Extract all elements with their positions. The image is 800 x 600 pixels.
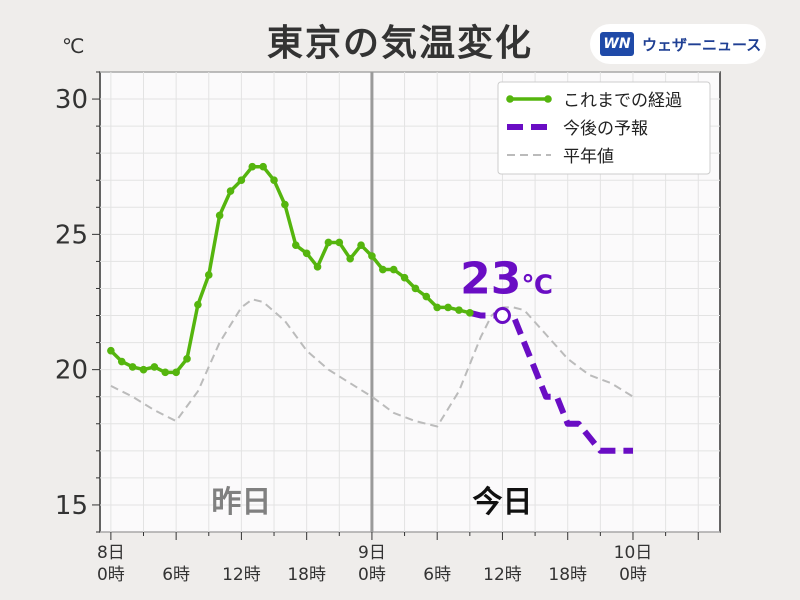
observed-data-point <box>150 363 159 371</box>
observed-data-point <box>335 238 344 247</box>
observed-data-point <box>128 363 137 371</box>
legend-box <box>497 81 711 175</box>
x-tick-day-label: 10日 <box>614 543 653 563</box>
x-tick-day-label: 9日 <box>358 543 386 563</box>
observed-data-point <box>422 292 431 301</box>
observed-data-point <box>237 176 246 185</box>
weathernews-logo: WN ウェザーニュース <box>590 24 766 64</box>
legend-observed-swatch-marker <box>544 95 552 103</box>
x-tick-time-label: 18時 <box>287 565 326 585</box>
legend-observed-swatch-marker <box>506 95 514 103</box>
observed-data-point <box>172 368 180 377</box>
x-tick-time-label: 18時 <box>548 565 587 585</box>
x-tick-time-label: 12時 <box>222 565 261 585</box>
observed-data-point <box>368 252 376 260</box>
observed-data-point <box>411 284 420 293</box>
legend-observed-label: これまでの経過 <box>563 91 682 111</box>
day-label: 昨日 <box>211 485 271 520</box>
observed-data-point <box>357 241 365 249</box>
observed-data-point <box>433 303 441 312</box>
current-temperature-marker <box>493 307 511 325</box>
observed-data-point <box>117 357 126 366</box>
observed-data-point <box>204 271 213 279</box>
page-title: 東京の気温変化 <box>266 23 533 64</box>
normal-series-line <box>110 298 634 428</box>
y-tick-label: 25 <box>55 220 88 250</box>
observed-data-point <box>324 238 333 247</box>
observed-data-point <box>313 263 322 271</box>
observed-data-point <box>389 265 398 274</box>
observed-data-point <box>379 265 387 274</box>
logo-mark-icon: WN <box>600 32 634 56</box>
observed-data-point <box>183 355 191 363</box>
logo-text: ウェザーニュース <box>642 36 762 54</box>
y-tick-label: 20 <box>55 356 88 386</box>
observed-data-point <box>139 365 148 374</box>
y-tick-label: 30 <box>55 85 88 115</box>
observed-data-point <box>215 211 224 220</box>
legend-forecast-label: 今後の予報 <box>563 119 648 139</box>
observed-data-point <box>291 241 300 249</box>
observed-data-point <box>281 200 289 209</box>
observed-data-point <box>248 162 257 171</box>
x-tick-time-label: 0時 <box>97 565 125 585</box>
legend-normal-label: 平年値 <box>563 147 614 167</box>
y-axis-unit-label: ℃ <box>62 34 85 58</box>
day-label: 今日 <box>472 485 532 520</box>
x-tick-time-label: 6時 <box>162 565 190 585</box>
current-temperature-label: 23℃ <box>460 254 553 305</box>
observed-series-line <box>109 164 471 375</box>
y-tick-label: 15 <box>55 491 88 521</box>
observed-data-point <box>455 306 463 314</box>
observed-data-point <box>444 303 452 312</box>
observed-data-point <box>346 254 354 263</box>
observed-data-point <box>302 249 311 258</box>
observed-data-point <box>466 309 474 317</box>
observed-data-point <box>194 300 202 309</box>
x-tick-time-label: 0時 <box>358 565 386 585</box>
x-tick-day-label: 8日 <box>97 543 125 563</box>
x-tick-time-label: 6時 <box>423 565 451 585</box>
observed-data-point <box>107 346 115 355</box>
observed-data-point <box>161 368 170 377</box>
x-tick-time-label: 12時 <box>483 565 522 585</box>
x-tick-time-label: 0時 <box>619 565 647 585</box>
observed-data-point <box>270 176 278 185</box>
observed-data-point <box>259 162 267 171</box>
observed-data-point <box>400 273 409 282</box>
observed-data-point <box>226 187 235 195</box>
